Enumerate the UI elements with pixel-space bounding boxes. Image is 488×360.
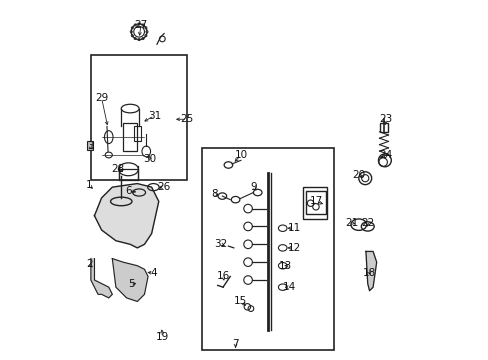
Text: 14: 14 — [282, 282, 295, 292]
Text: 27: 27 — [134, 19, 147, 30]
Text: 21: 21 — [345, 218, 358, 228]
Text: 1: 1 — [85, 180, 92, 190]
Bar — [305, 191, 325, 214]
Bar — [303, 187, 326, 219]
Text: 2: 2 — [85, 259, 92, 269]
Bar — [123, 123, 137, 152]
Text: 29: 29 — [95, 93, 108, 103]
Bar — [91, 55, 187, 180]
Bar — [119, 169, 138, 180]
Text: 17: 17 — [309, 197, 322, 206]
Bar — [201, 148, 333, 350]
Bar — [134, 126, 141, 141]
Text: 16: 16 — [216, 271, 229, 282]
Text: 20: 20 — [351, 170, 365, 180]
Text: 3: 3 — [87, 141, 93, 151]
Polygon shape — [91, 258, 112, 298]
Text: 25: 25 — [181, 114, 194, 124]
Text: 23: 23 — [378, 114, 391, 124]
Text: 13: 13 — [278, 261, 292, 271]
Text: 28: 28 — [111, 164, 124, 174]
Text: 10: 10 — [234, 150, 247, 160]
Text: 15: 15 — [234, 296, 247, 306]
Polygon shape — [365, 251, 376, 291]
Text: 7: 7 — [232, 339, 239, 349]
Text: 32: 32 — [214, 239, 227, 249]
Bar — [379, 123, 387, 132]
Polygon shape — [94, 184, 159, 248]
Text: 19: 19 — [155, 332, 169, 342]
Text: 24: 24 — [378, 150, 391, 160]
Text: 4: 4 — [150, 268, 156, 278]
Text: 9: 9 — [249, 182, 256, 192]
Text: 6: 6 — [125, 186, 131, 196]
Text: 26: 26 — [157, 182, 170, 192]
Text: 31: 31 — [147, 111, 161, 121]
Text: 8: 8 — [210, 189, 217, 199]
Text: 5: 5 — [128, 279, 135, 289]
Text: 18: 18 — [362, 268, 375, 278]
Text: 12: 12 — [287, 243, 301, 253]
Text: 22: 22 — [360, 218, 374, 228]
Bar — [86, 141, 93, 150]
Text: 11: 11 — [287, 223, 301, 233]
Polygon shape — [112, 258, 148, 301]
Text: 30: 30 — [143, 154, 156, 163]
